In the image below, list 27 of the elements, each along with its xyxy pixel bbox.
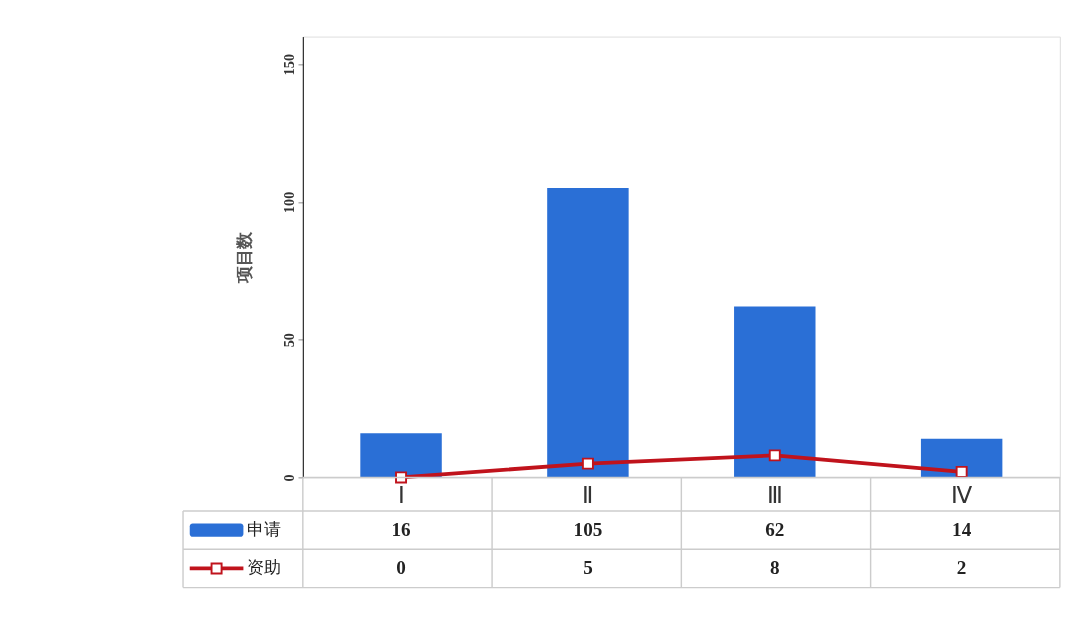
x-tick-label: Ⅰ xyxy=(397,483,405,509)
bar xyxy=(734,306,816,478)
y-tick-label: 50 xyxy=(280,332,297,348)
bar xyxy=(360,433,442,478)
bar xyxy=(920,438,1003,478)
point xyxy=(581,457,594,470)
data-label: 2 xyxy=(956,557,967,579)
data-label: 14 xyxy=(952,518,972,540)
data-label: 62 xyxy=(765,518,785,540)
y-tick-label: 0 xyxy=(280,474,297,482)
x-tick-label: Ⅲ xyxy=(766,483,783,509)
data-label: 5 xyxy=(583,557,593,579)
data-label: 8 xyxy=(769,557,780,579)
point xyxy=(955,465,968,478)
data-label: 16 xyxy=(391,518,412,540)
legend-label: 申请 xyxy=(247,518,282,539)
point xyxy=(768,449,781,462)
legend-label: 资助 xyxy=(247,557,282,578)
point xyxy=(395,471,408,484)
y-axis-title: 项目数 xyxy=(233,230,254,284)
data-label: 0 xyxy=(396,557,406,579)
y-tick-label: 150 xyxy=(280,53,297,76)
data-label: 105 xyxy=(573,518,603,540)
x-tick-label: Ⅳ xyxy=(951,483,974,509)
x-tick-label: Ⅱ xyxy=(582,483,594,509)
bar xyxy=(547,188,629,478)
y-tick-label: 100 xyxy=(280,191,297,214)
